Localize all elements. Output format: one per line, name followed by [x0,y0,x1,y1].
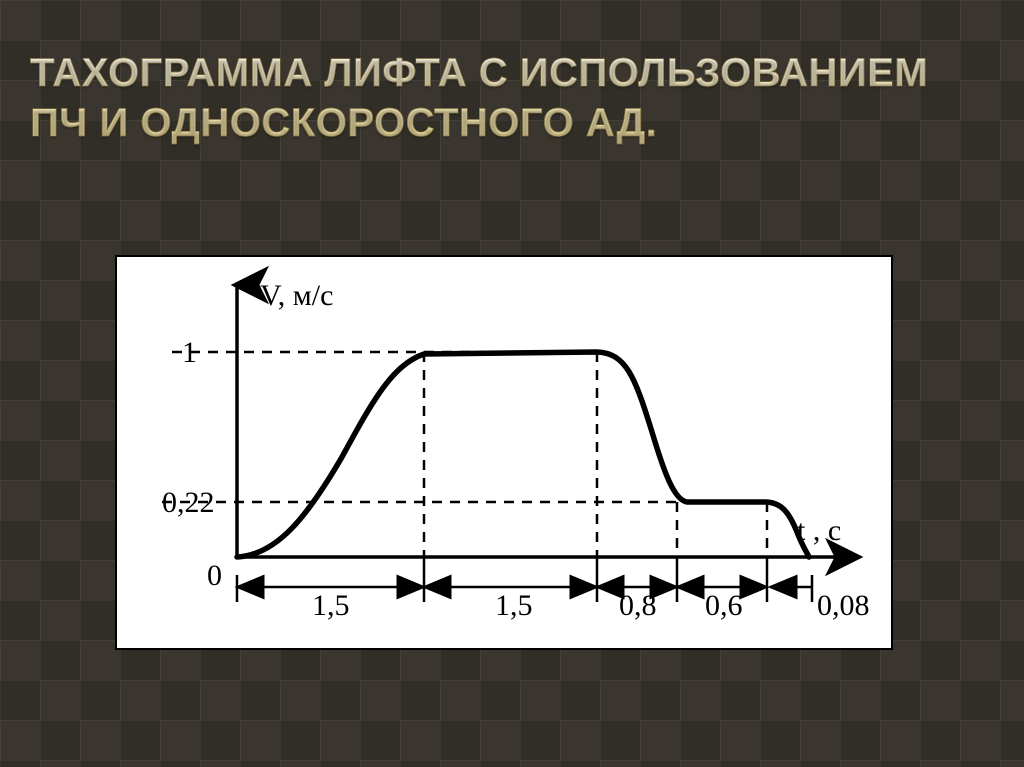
slide-title-text: ТАХОГРАММА ЛИФТА С ИСПОЛЬЗОВАНИЕМ ПЧ И О… [30,48,994,148]
tachogram-chart: V, м/с t , с 0 1 0,22 1,5 1,5 0,8 0,6 0,… [115,255,893,650]
chart-svg: V, м/с t , с 0 1 0,22 1,5 1,5 0,8 0,6 0,… [117,257,891,648]
velocity-curve [237,352,809,557]
y-axis-label: V, м/с [260,279,333,312]
ytick-1: 1 [182,336,197,369]
slide-title: ТАХОГРАММА ЛИФТА С ИСПОЛЬЗОВАНИЕМ ПЧ И О… [30,48,994,148]
ytick-022: 0,22 [162,486,215,519]
seg-label-2: 0,8 [619,589,657,622]
seg-label-4: 0,08 [817,589,870,622]
seg-label-3: 0,6 [705,589,743,622]
seg-label-0: 1,5 [312,589,350,622]
seg-label-1: 1,5 [495,589,533,622]
x-axis-label: t , с [797,514,841,547]
origin-label: 0 [207,559,222,592]
